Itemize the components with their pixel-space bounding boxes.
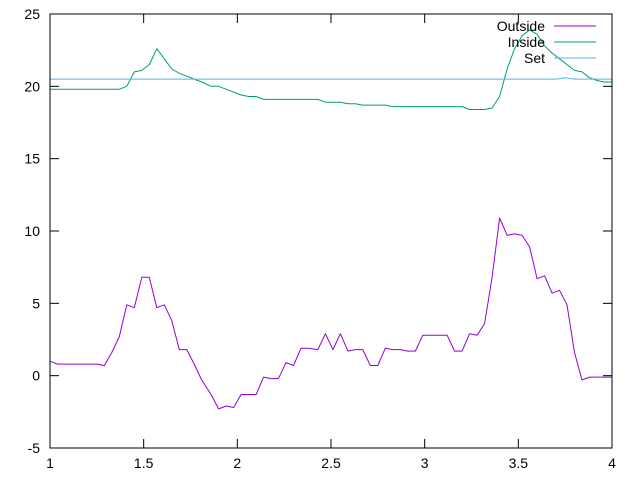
y-tick-label: 20	[24, 78, 40, 94]
x-tick-label: 1	[46, 455, 54, 471]
y-tick-label: 15	[24, 151, 40, 167]
x-tick-label: 4	[608, 455, 616, 471]
x-tick-label: 3.5	[509, 455, 529, 471]
y-tick-label: -5	[28, 440, 41, 456]
y-tick-label: 0	[32, 368, 40, 384]
y-tick-label: 5	[32, 295, 40, 311]
y-tick-label: 10	[24, 223, 40, 239]
legend-label-outside: Outside	[497, 18, 545, 34]
x-tick-label: 1.5	[134, 455, 154, 471]
plot-lines	[49, 29, 612, 410]
series-line-inside	[50, 29, 612, 110]
x-tick-label: 2.5	[321, 455, 341, 471]
x-tick-label: 3	[421, 455, 429, 471]
series-line-set	[50, 77, 612, 80]
series-line-outside	[49, 217, 612, 410]
x-tick-label: 2	[233, 455, 241, 471]
legend-label-set: Set	[524, 50, 545, 66]
axis-ticks: 1 1.5 2 2.5 3 3.5 4 -5 0 5 10 15 20 25	[24, 6, 616, 471]
y-tick-label: 25	[24, 6, 40, 22]
legend-label-inside: Inside	[508, 34, 546, 50]
